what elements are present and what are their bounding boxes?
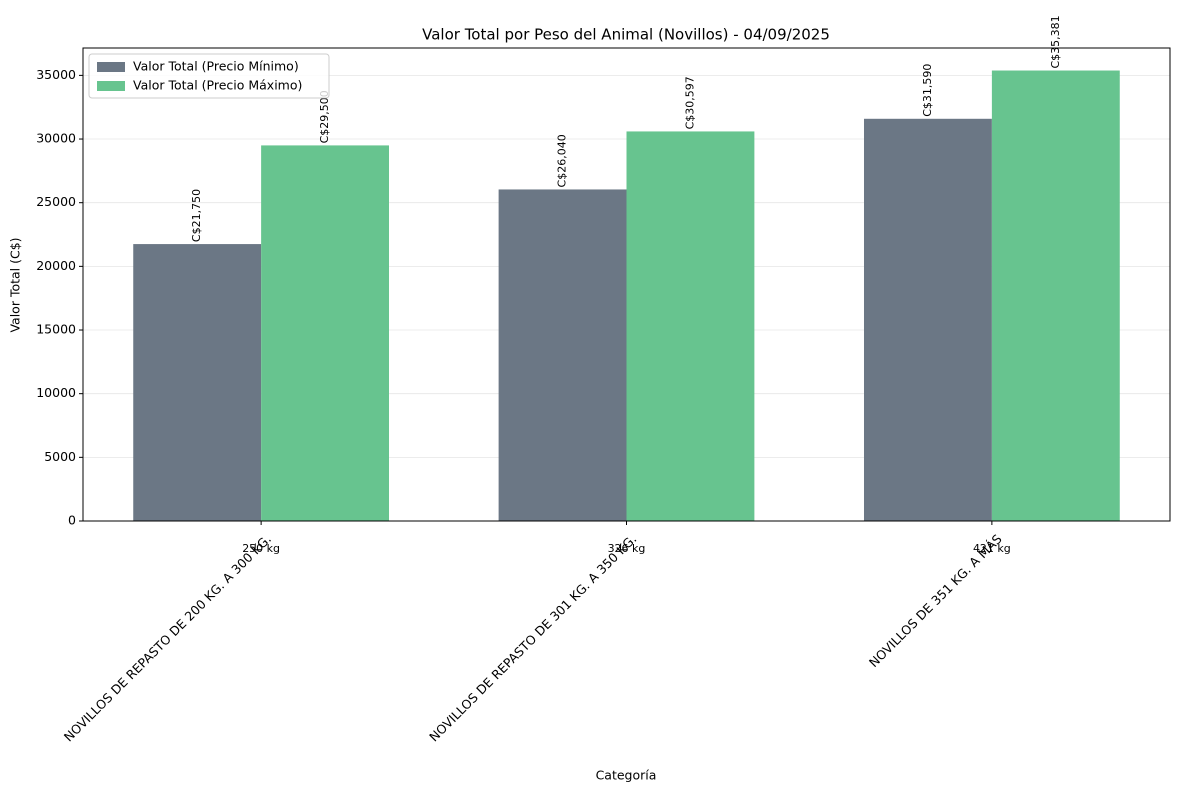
- y-tick-label: 35000: [36, 67, 76, 82]
- weight-annotation: 421 kg: [973, 542, 1011, 555]
- y-tick-label: 20000: [36, 258, 76, 273]
- y-tick-label: 10000: [36, 385, 76, 400]
- value-label: C$30,597: [683, 76, 696, 129]
- value-label: C$29,500: [318, 90, 331, 143]
- legend-swatch: [97, 81, 125, 91]
- bar: [261, 145, 390, 522]
- x-axis-label: Categoría: [596, 768, 657, 783]
- y-tick-label: 30000: [36, 131, 76, 146]
- value-label: C$31,590: [921, 64, 934, 117]
- legend-frame: [88, 53, 330, 99]
- bar: [133, 244, 262, 521]
- weight-annotation: 326 kg: [608, 542, 646, 555]
- bar: [863, 118, 992, 522]
- y-axis-label: Valor Total (C$): [8, 237, 23, 332]
- legend: Valor Total (Precio Mínimo) Valor Total (…: [88, 53, 330, 99]
- weight-annotation: 250 kg: [242, 542, 280, 555]
- plot-frame: [82, 47, 1171, 522]
- y-tick-label: 15000: [36, 322, 76, 337]
- bar: [498, 189, 627, 521]
- value-label: C$26,040: [556, 134, 569, 187]
- bar: [991, 70, 1120, 522]
- y-tick-label: 0: [68, 513, 76, 528]
- legend-swatch: [97, 62, 125, 72]
- value-label: C$35,381: [1049, 15, 1062, 68]
- value-label: C$21,750: [190, 189, 203, 242]
- y-tick-label: 5000: [44, 449, 76, 464]
- legend-label: Valor Total (Precio Máximo): [133, 78, 302, 93]
- bar: [626, 131, 755, 521]
- x-tick-label: NOVILLOS DE REPASTO DE 200 KG. A 300 KG.: [61, 531, 274, 744]
- y-tick-label: 25000: [36, 194, 76, 209]
- chart-title: Valor Total por Peso del Animal (Novillo…: [422, 26, 830, 44]
- legend-label: Valor Total (Precio Mínimo): [133, 59, 299, 74]
- x-tick-label: NOVILLOS DE REPASTO DE 301 KG. A 350 KG.: [426, 531, 639, 744]
